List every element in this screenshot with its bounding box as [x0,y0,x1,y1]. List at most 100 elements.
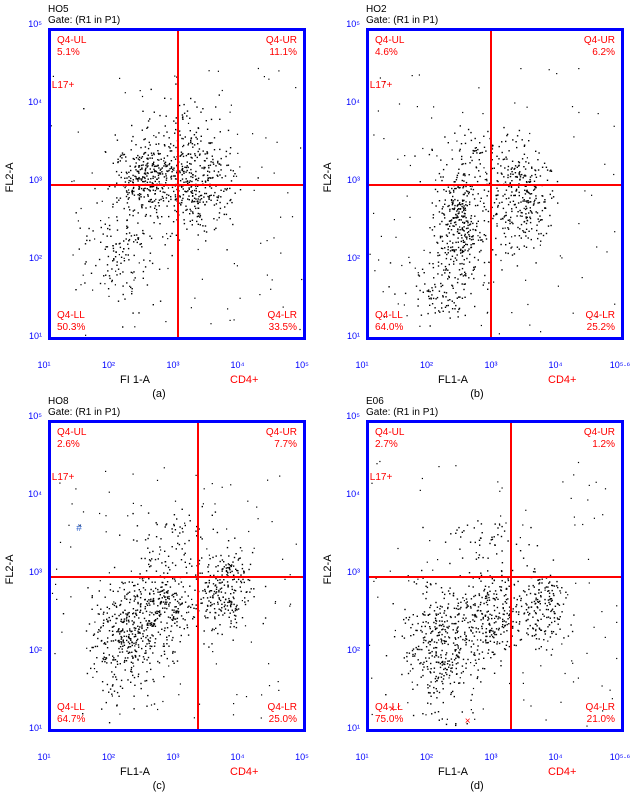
x-tick: 10³ [484,752,497,762]
plot-frame: IL17+ Q4-UL4.6% Q4-UR6.2% Q4-LL64.0% Q4-LR25… [366,28,624,340]
x-axis-label: FL1-A [120,766,150,778]
quadrant-name: Q4-LŁ [375,702,403,714]
quadrant-name: Q4-LL [57,702,85,714]
quadrant-pct: 2.6% [57,439,86,451]
plot-header: HO5Gate: (R1 in P1) [48,4,314,26]
x-ticks: 10¹10²10³10⁴10⁵ [44,360,302,374]
quadrant-label-lr: Q4-LR21.0% [586,702,615,725]
quadrant-line-horizontal [369,184,621,186]
y-tick: 10¹ [347,331,360,341]
quadrant-name: Q4-UR [584,427,615,439]
quadrant-name: Q4-LR [268,310,297,322]
y-tick: 10³ [347,175,360,185]
x-tick: 10⁵ [295,752,309,762]
il17-marker: IL17+ [367,472,392,483]
y-axis-label: FL2-A [4,554,16,584]
quadrant-name: Q4-LL [57,310,85,322]
x-ticks: 10¹10²10³10⁴10⁵·⁶ [362,360,620,374]
quadrant-pct: 75.0% [375,714,403,726]
quadrant-label-ul: Q4-UL2.6% [57,427,86,450]
x-tick: 10⁴ [231,360,245,370]
quadrant-label-ul: Q4-UL4.6% [375,35,404,58]
flow-panel-a: HO5Gate: (R1 in P1) IL17+ Q4-UL5.1% Q4-UR11… [0,0,318,392]
y-tick: 10⁵ [346,19,360,29]
x-tick: 10⁵ [295,360,309,370]
flow-panel-c: HO8Gate: (R1 in P1)#IL17+Q4-UL2.6%Q4-UR7… [0,392,318,784]
x-tick: 10² [102,752,115,762]
quadrant-label-ll: Q4-LL64.0% [375,310,403,333]
panel-grid: HO5Gate: (R1 in P1)IL17+Q4-UL5.1%Q4-UR11… [0,0,635,784]
x-tick: 10² [420,360,433,370]
quadrant-label-ur: Q4-UR1.2% [584,427,615,450]
x-tick: 10⁴ [549,360,563,370]
subfigure-label: (d) [470,780,483,792]
x-tick: 10² [102,360,115,370]
y-tick: 10¹ [29,723,42,733]
hash-marker: # [76,524,82,534]
quadrant-name: Q4-LR [586,702,615,714]
y-tick: 10⁵ [346,411,360,421]
quadrant-pct: 4.6% [375,47,404,59]
x-tick: 10¹ [37,752,50,762]
cd4-label: CD4+ [548,374,576,386]
x-axis-label: FI 1-A [120,374,150,386]
sample-title: HO8 [48,396,314,407]
y-ticks: 10¹10²10³10⁴10⁵ [16,416,42,728]
quadrant-pct: 25.0% [268,714,297,726]
x-tick: 10⁵·⁶ [610,360,630,370]
quadrant-pct: 11.1% [266,47,297,59]
y-tick: 10⁵ [28,19,42,29]
quadrant-pct: 33.5% [268,322,297,334]
y-tick: 10⁴ [28,97,42,107]
il17-marker: IL17+ [367,80,392,91]
x-axis-label: FL1-A [438,766,468,778]
y-tick: 10² [347,645,360,655]
x-tick: 10³ [166,360,179,370]
sample-title: HO5 [48,4,314,15]
quadrant-label-ur: Q4-UR7.7% [266,427,297,450]
quadrant-name: Q4-LL [375,310,403,322]
y-ticks: 10¹10²10³10⁴10⁵ [16,24,42,336]
y-tick: 10¹ [29,331,42,341]
flow-panel-b: HO2Gate: (R1 in P1) IL17+ Q4-UL4.6% Q4-UR6.… [318,0,635,392]
x-tick: 10¹ [355,752,368,762]
quadrant-name: Q4-UR [266,35,297,47]
il17-marker: IL17+ [49,80,74,91]
cd4-label: CD4+ [230,766,258,778]
y-ticks: 10¹10²10³10⁴10⁵ [334,24,360,336]
quadrant-name: Q4-UR [266,427,297,439]
quadrant-label-lr: Q4-LR25.0% [268,702,297,725]
quadrant-label-ur: Q4-UR11.1% [266,35,297,58]
quadrant-pct: 1.2% [584,439,615,451]
plot-frame: IL17+Q4-UL5.1%Q4-UR11.1%Q4-LL50.3%Q4-LR3… [48,28,306,340]
y-tick: 10⁴ [346,489,360,499]
quadrant-label-ul: Q4-UL2.7% [375,427,404,450]
quadrant-label-ur: Q4-UR6.2% [584,35,615,58]
x-ticks: 10¹10²10³10⁴10⁵ [44,752,302,766]
quadrant-pct: 5.1% [57,47,86,59]
plot-header: HO2Gate: (R1 in P1) [366,4,632,26]
y-axis-label: FL2-A [322,162,334,192]
gate-label: Gate: (R1 in P1) [366,407,632,418]
y-tick: 10⁴ [28,489,42,499]
y-tick: 10³ [29,567,42,577]
x-tick: 10² [420,752,433,762]
y-tick: 10² [29,253,42,263]
y-axis-label: FL2-A [322,554,334,584]
x-tick: 10⁴ [549,752,563,762]
gate-label: Gate: (R1 in P1) [48,15,314,26]
plot-header: HO8Gate: (R1 in P1) [48,396,314,418]
quadrant-label-ll: Q4-LL64.7% [57,702,85,725]
quadrant-pct: 21.0% [586,714,615,726]
cd4-label: CD4+ [548,766,576,778]
quadrant-name: Q4-UL [375,35,404,47]
quadrant-pct: 2.7% [375,439,404,451]
quadrant-name: Q4-LR [268,702,297,714]
x-ticks: 10¹10²10³10⁴10⁵·⁶ [362,752,620,766]
flow-panel-d: E06Gate: (R1 in P1)××IL17+Q4-UL2.7%Q4-UR… [318,392,635,784]
y-tick: 10² [347,253,360,263]
y-axis-label: FL2-A [4,162,16,192]
quadrant-label-ul: Q4-UL5.1% [57,35,86,58]
quadrant-name: Q4-UR [584,35,615,47]
quadrant-label-lr: Q4-LR25.2% [586,310,615,333]
